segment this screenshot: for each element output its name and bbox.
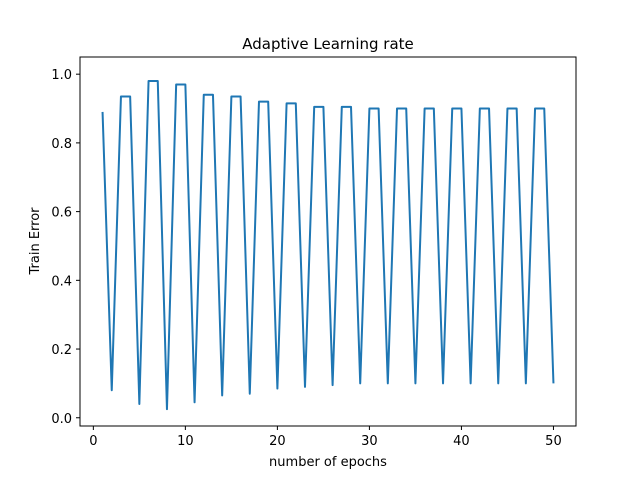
plot-area-frame: [79, 56, 577, 427]
y-tick-label: 0.2: [51, 343, 72, 358]
x-axis-label: number of epochs: [269, 455, 387, 470]
x-tick-label: 0: [89, 434, 97, 449]
y-tick-label: 0.4: [51, 274, 72, 289]
y-tick-label: 0.0: [51, 412, 72, 427]
x-tick-label: 30: [361, 434, 378, 449]
chart-title: Adaptive Learning rate: [242, 35, 414, 53]
train-error-line: [101, 80, 555, 411]
y-axis-ticks: 0.0 0.2 0.4 0.6 0.8 1.0: [51, 68, 80, 427]
x-axis-ticks: 0 10 20 30 40 50: [89, 426, 562, 449]
series-lines: [101, 80, 555, 411]
y-tick-label: 0.8: [51, 137, 72, 152]
x-tick-label: 20: [269, 434, 286, 449]
x-tick-label: 10: [177, 434, 194, 449]
x-tick-label: 40: [453, 434, 470, 449]
y-tick-label: 0.6: [51, 206, 72, 221]
y-tick-label: 1.0: [51, 68, 72, 83]
y-axis-label: Train Error: [28, 207, 43, 276]
x-tick-label: 50: [545, 434, 562, 449]
